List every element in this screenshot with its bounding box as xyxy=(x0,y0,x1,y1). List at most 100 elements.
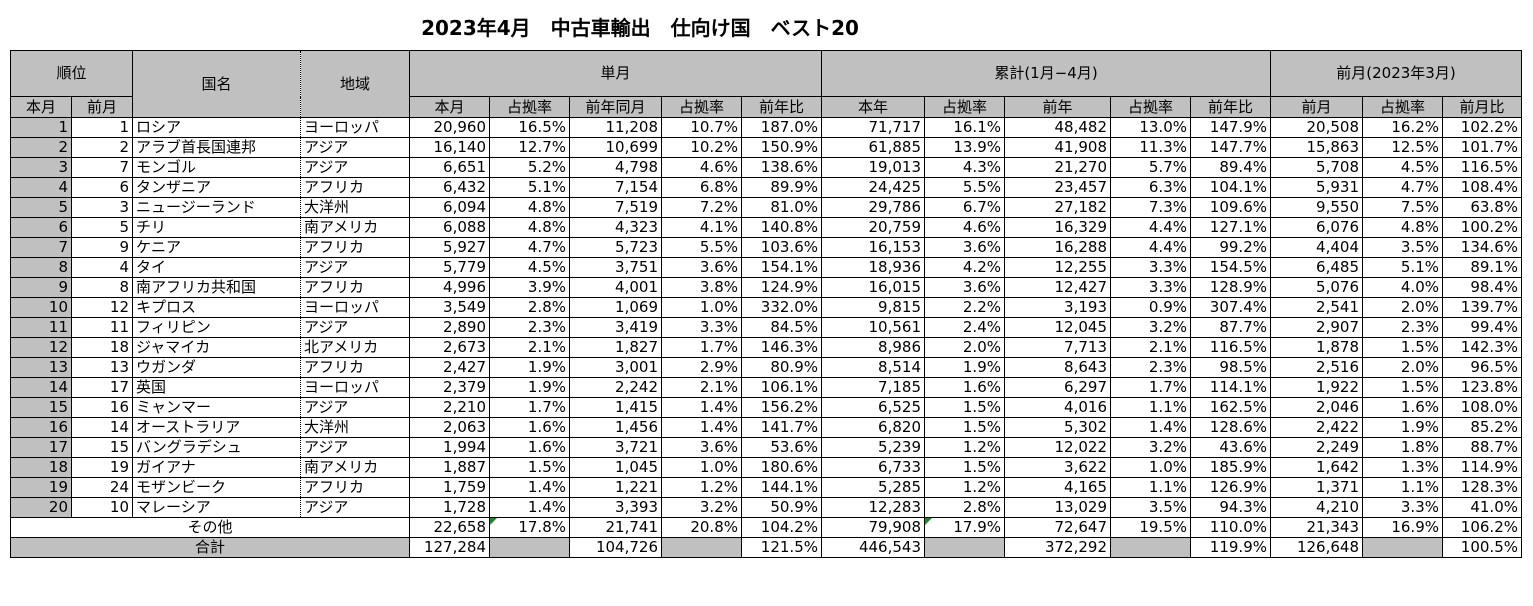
value-cell: 126.9% xyxy=(1190,477,1271,498)
prev-rank-cell: 24 xyxy=(71,477,133,498)
country-cell: キプロス xyxy=(132,297,301,318)
value-cell: 5.2% xyxy=(489,157,570,178)
value-cell: 15,863 xyxy=(1270,137,1363,158)
value-cell: 13.0% xyxy=(1110,117,1191,138)
value-cell: 89.1% xyxy=(1442,257,1522,278)
country-cell: タイ xyxy=(132,257,301,278)
subheader-6: 占拠率 xyxy=(924,96,1005,118)
value-cell: 2.9% xyxy=(661,357,742,378)
value-cell: 5,927 xyxy=(409,237,490,258)
country-cell: チリ xyxy=(132,217,301,238)
total-value-cell: 119.9% xyxy=(1190,537,1271,558)
value-cell: 1.4% xyxy=(489,477,570,498)
value-cell: 3,193 xyxy=(1004,297,1111,318)
value-cell: 1.4% xyxy=(661,417,742,438)
value-cell: 101.7% xyxy=(1442,137,1522,158)
value-cell: 41.0% xyxy=(1442,497,1522,518)
value-cell: 5.5% xyxy=(924,177,1005,198)
prev-rank-cell: 4 xyxy=(71,257,133,278)
value-cell: 3,751 xyxy=(569,257,662,278)
value-cell: 6,651 xyxy=(409,157,490,178)
country-cell: 英国 xyxy=(132,377,301,398)
value-cell: 185.9% xyxy=(1190,457,1271,478)
prev-rank-cell: 3 xyxy=(71,197,133,218)
value-cell: 144.1% xyxy=(741,477,822,498)
value-cell: 3.6% xyxy=(661,257,742,278)
value-cell: 16.2% xyxy=(1362,117,1443,138)
value-cell: 1,878 xyxy=(1270,337,1363,358)
value-cell: 114.9% xyxy=(1442,457,1522,478)
value-cell: 6.8% xyxy=(661,177,742,198)
value-cell: 4.1% xyxy=(661,217,742,238)
value-cell: 1,759 xyxy=(409,477,490,498)
value-cell: 5,076 xyxy=(1270,277,1363,298)
value-cell: 1.1% xyxy=(1110,477,1191,498)
value-cell: 99.2% xyxy=(1190,237,1271,258)
value-cell: 16,153 xyxy=(821,237,925,258)
subheader-9: 前年比 xyxy=(1190,96,1271,118)
value-cell: 98.5% xyxy=(1190,357,1271,378)
rank-cell: 11 xyxy=(10,317,72,338)
value-cell: 5.1% xyxy=(489,177,570,198)
value-cell: 12,427 xyxy=(1004,277,1111,298)
table-row: 7 9 ケニア アフリカ 5,927 4.7% 5,723 5.5% 103.6% 16,153 3… xyxy=(10,237,1522,258)
value-cell: 4.3% xyxy=(924,157,1005,178)
value-cell: 1.9% xyxy=(489,357,570,378)
subheader-10: 前月 xyxy=(1270,96,1363,118)
value-cell: 116.5% xyxy=(1442,157,1522,178)
header-prev-month: 前月(2023年3月) xyxy=(1270,50,1522,97)
value-cell: 102.2% xyxy=(1442,117,1522,138)
other-value-cell: 106.2% xyxy=(1442,517,1522,538)
rank-cell: 3 xyxy=(10,157,72,178)
value-cell: 1,728 xyxy=(409,497,490,518)
value-cell: 4.2% xyxy=(924,257,1005,278)
value-cell: 27,182 xyxy=(1004,197,1111,218)
value-cell: 8,514 xyxy=(821,357,925,378)
value-cell: 4.7% xyxy=(1362,177,1443,198)
region-cell: アフリカ xyxy=(300,277,410,298)
value-cell: 1.5% xyxy=(489,457,570,478)
value-cell: 6,525 xyxy=(821,397,925,418)
value-cell: 21,270 xyxy=(1004,157,1111,178)
value-cell: 1.2% xyxy=(661,477,742,498)
value-cell: 2,516 xyxy=(1270,357,1363,378)
value-cell: 1,922 xyxy=(1270,377,1363,398)
prev-rank-cell: 18 xyxy=(71,337,133,358)
value-cell: 1.7% xyxy=(489,397,570,418)
value-cell: 1.5% xyxy=(1362,377,1443,398)
value-cell: 16.1% xyxy=(924,117,1005,138)
header-rank-prev: 前月 xyxy=(71,96,133,118)
value-cell: 141.7% xyxy=(741,417,822,438)
other-value-cell: 79,908 xyxy=(821,517,925,538)
value-cell: 12.7% xyxy=(489,137,570,158)
value-cell: 1.0% xyxy=(661,297,742,318)
value-cell: 12,045 xyxy=(1004,317,1111,338)
region-cell: アフリカ xyxy=(300,177,410,198)
region-cell: 大洋州 xyxy=(300,417,410,438)
subheader-8: 占拠率 xyxy=(1110,96,1191,118)
value-cell: 19,013 xyxy=(821,157,925,178)
header-single-month: 単月 xyxy=(409,50,822,97)
total-value-cell xyxy=(661,537,742,558)
country-cell: ウガンダ xyxy=(132,357,301,378)
value-cell: 187.0% xyxy=(741,117,822,138)
value-cell: 12.5% xyxy=(1362,137,1443,158)
prev-rank-cell: 13 xyxy=(71,357,133,378)
total-value-cell: 446,543 xyxy=(821,537,925,558)
value-cell: 85.2% xyxy=(1442,417,1522,438)
value-cell: 1.4% xyxy=(1110,417,1191,438)
value-cell: 2.3% xyxy=(489,317,570,338)
prev-rank-cell: 2 xyxy=(71,137,133,158)
value-cell: 180.6% xyxy=(741,457,822,478)
value-cell: 139.7% xyxy=(1442,297,1522,318)
value-cell: 3.2% xyxy=(1110,437,1191,458)
value-cell: 116.5% xyxy=(1190,337,1271,358)
value-cell: 147.9% xyxy=(1190,117,1271,138)
table-row: 14 17 英国 ヨーロッパ 2,379 1.9% 2,242 2.1% 106.1% 7,185… xyxy=(10,377,1522,398)
region-cell: アジア xyxy=(300,397,410,418)
value-cell: 128.9% xyxy=(1190,277,1271,298)
value-cell: 3.3% xyxy=(1110,257,1191,278)
value-cell: 127.1% xyxy=(1190,217,1271,238)
prev-rank-cell: 6 xyxy=(71,177,133,198)
prev-rank-cell: 9 xyxy=(71,237,133,258)
